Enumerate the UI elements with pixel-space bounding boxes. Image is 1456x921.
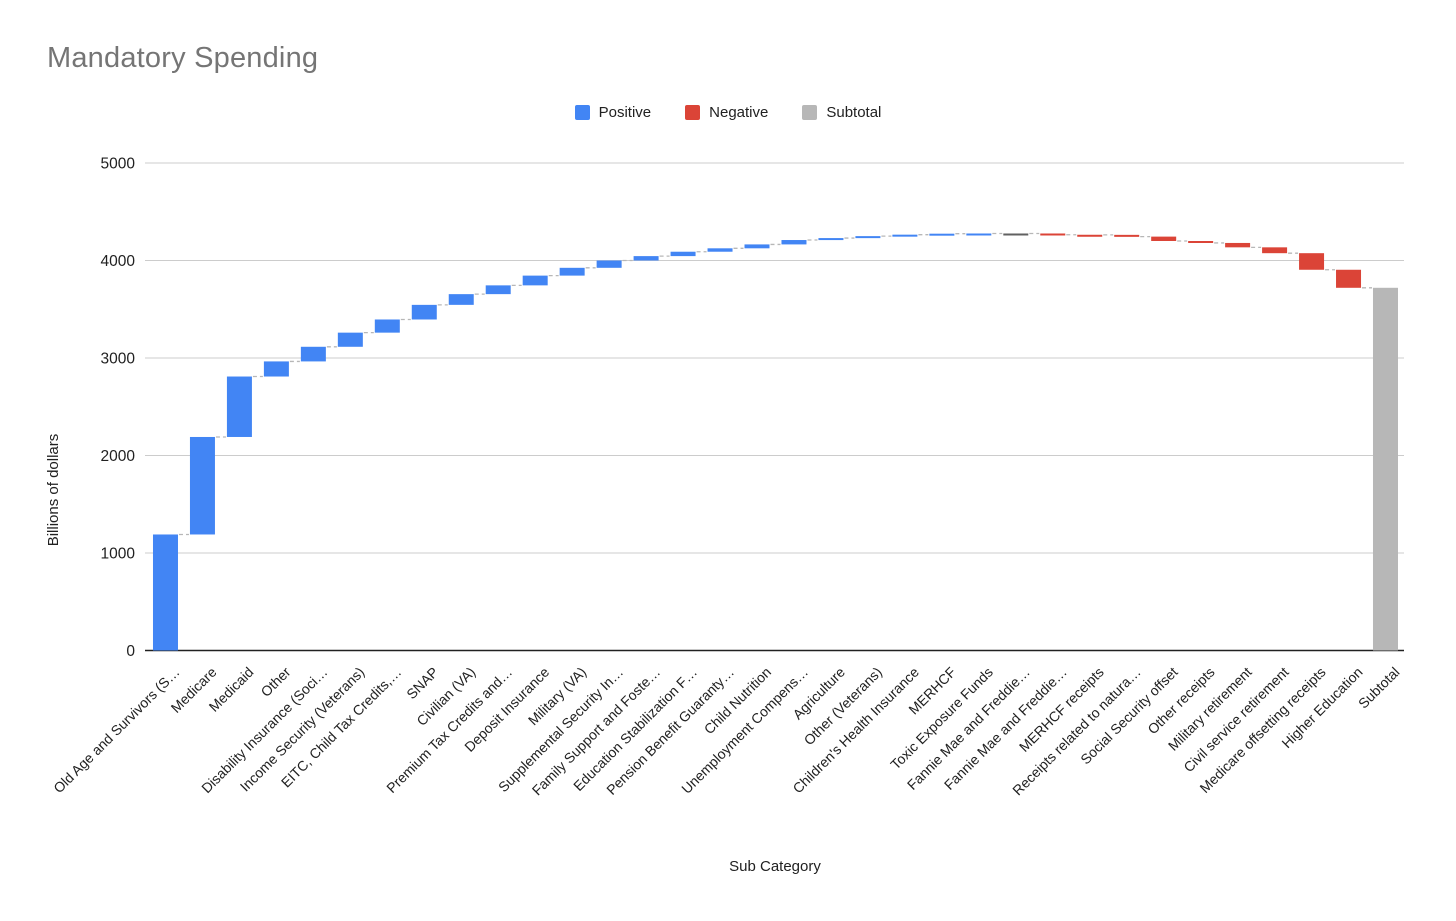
waterfall-bar[interactable] <box>1372 287 1398 651</box>
waterfall-bar[interactable] <box>1003 233 1029 236</box>
chart-legend: Positive Negative Subtotal <box>0 104 1456 121</box>
waterfall-bar[interactable] <box>1040 233 1066 236</box>
y-tick-label: 0 <box>126 643 135 660</box>
waterfall-bar[interactable] <box>559 267 585 276</box>
waterfall-bar[interactable] <box>1114 234 1140 237</box>
legend-item-positive: Positive <box>574 104 652 121</box>
waterfall-bar[interactable] <box>892 234 918 237</box>
legend-label-subtotal: Subtotal <box>826 104 882 121</box>
waterfall-bar[interactable] <box>522 275 548 286</box>
waterfall-bar[interactable] <box>189 436 215 535</box>
waterfall-bar[interactable] <box>411 304 437 320</box>
legend-item-subtotal: Subtotal <box>802 104 881 121</box>
x-axis-label: Subtotal <box>1355 664 1403 712</box>
waterfall-bar[interactable] <box>781 240 807 245</box>
waterfall-bar[interactable] <box>1151 236 1177 241</box>
waterfall-bar[interactable] <box>1188 241 1214 243</box>
y-tick-label: 5000 <box>101 156 136 173</box>
waterfall-bar[interactable] <box>337 332 363 347</box>
waterfall-bar[interactable] <box>263 361 289 377</box>
x-axis-label: Old Age and Survivors (S… <box>50 664 182 796</box>
y-tick-label: 2000 <box>101 448 136 465</box>
waterfall-bar[interactable] <box>929 233 955 236</box>
x-axis-title: Sub Category <box>729 858 821 875</box>
waterfall-bar[interactable] <box>152 534 178 651</box>
waterfall-bar[interactable] <box>1225 242 1251 248</box>
legend-swatch-positive-icon <box>574 105 590 120</box>
waterfall-bar[interactable] <box>966 233 992 236</box>
legend-swatch-negative-icon <box>685 105 701 120</box>
waterfall-bar[interactable] <box>1299 253 1325 270</box>
waterfall-bar[interactable] <box>300 346 326 362</box>
waterfall-bar[interactable] <box>226 376 252 437</box>
waterfall-bar[interactable] <box>633 256 659 261</box>
y-axis-title: Billions of dollars <box>45 434 62 547</box>
waterfall-bar[interactable] <box>670 251 696 257</box>
y-tick-label: 3000 <box>101 351 136 368</box>
waterfall-bar[interactable] <box>818 238 844 241</box>
legend-swatch-subtotal-icon <box>802 105 818 120</box>
waterfall-bar[interactable] <box>485 285 511 295</box>
waterfall-bar[interactable] <box>596 260 622 268</box>
waterfall-bar[interactable] <box>448 294 474 305</box>
waterfall-bar[interactable] <box>707 248 733 252</box>
waterfall-bar[interactable] <box>1077 234 1103 237</box>
legend-item-negative: Negative <box>685 104 768 121</box>
chart-title: Mandatory Spending <box>47 42 319 74</box>
y-tick-label: 1000 <box>101 546 136 563</box>
waterfall-bar[interactable] <box>855 236 881 239</box>
waterfall-bar[interactable] <box>744 244 770 249</box>
legend-label-negative: Negative <box>709 104 769 121</box>
y-tick-label: 4000 <box>101 253 136 270</box>
waterfall-bar[interactable] <box>1336 269 1362 288</box>
waterfall-bar[interactable] <box>1262 247 1288 254</box>
waterfall-bar[interactable] <box>374 319 400 333</box>
legend-label-positive: Positive <box>598 104 652 121</box>
